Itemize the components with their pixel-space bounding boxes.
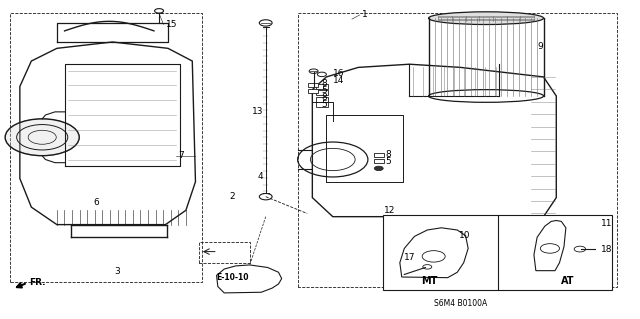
Circle shape [423,265,432,269]
Ellipse shape [429,12,543,25]
Text: AT: AT [561,276,575,286]
Text: 9: 9 [537,42,543,51]
Text: 12: 12 [384,206,396,215]
Text: 2: 2 [229,191,235,201]
Text: 4: 4 [257,173,263,182]
Text: 13: 13 [252,108,263,116]
Bar [316,90,328,95]
Text: 5: 5 [321,100,327,109]
Text: FR.: FR. [29,278,46,287]
Text: 16: 16 [333,69,344,78]
Circle shape [5,119,79,156]
Ellipse shape [429,90,543,102]
Text: 7: 7 [178,151,184,160]
Text: E-10-10: E-10-10 [216,273,249,282]
Text: 1: 1 [362,11,367,19]
Text: 10: 10 [460,231,470,240]
Text: 15: 15 [166,20,177,29]
Text: 5: 5 [321,86,327,95]
Bar [374,152,384,157]
Text: 11: 11 [601,219,612,228]
Text: S6M4 B0100A: S6M4 B0100A [434,299,487,308]
Text: 3: 3 [115,267,120,276]
Text: 6: 6 [93,198,99,207]
Text: 18: 18 [601,245,612,254]
Text: 8: 8 [321,93,327,102]
Text: 14: 14 [333,76,344,85]
Circle shape [259,20,272,26]
Circle shape [309,69,318,73]
Bar [374,159,384,163]
Circle shape [155,9,164,13]
Bar [316,97,328,102]
Bar [308,89,318,93]
Text: 8: 8 [385,150,391,159]
Bar [308,83,318,87]
Circle shape [259,194,272,200]
Circle shape [374,166,383,171]
Text: MT: MT [421,276,437,286]
Circle shape [317,72,326,77]
Bar [316,84,328,89]
Circle shape [574,246,586,252]
Text: 5: 5 [385,157,391,166]
Text: 17: 17 [404,253,416,262]
Bar [383,215,612,290]
Text: 8: 8 [321,79,327,88]
Bar [316,102,328,108]
